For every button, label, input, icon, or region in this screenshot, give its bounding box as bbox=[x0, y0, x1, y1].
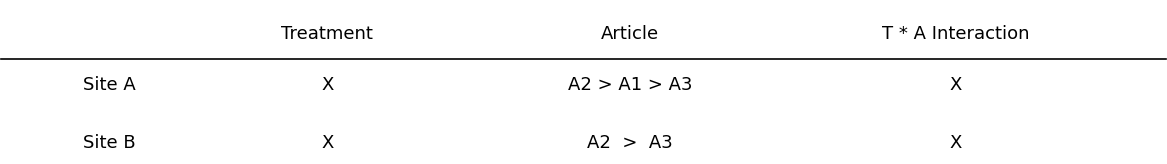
Text: A2 > A1 > A3: A2 > A1 > A3 bbox=[568, 76, 692, 94]
Text: Article: Article bbox=[601, 25, 659, 43]
Text: X: X bbox=[950, 76, 963, 94]
Text: X: X bbox=[321, 134, 334, 152]
Text: A2  >  A3: A2 > A3 bbox=[587, 134, 673, 152]
Text: Treatment: Treatment bbox=[281, 25, 373, 43]
Text: Site A: Site A bbox=[83, 76, 135, 94]
Text: X: X bbox=[321, 76, 334, 94]
Text: X: X bbox=[950, 134, 963, 152]
Text: T * A Interaction: T * A Interaction bbox=[882, 25, 1029, 43]
Text: Site B: Site B bbox=[83, 134, 135, 152]
